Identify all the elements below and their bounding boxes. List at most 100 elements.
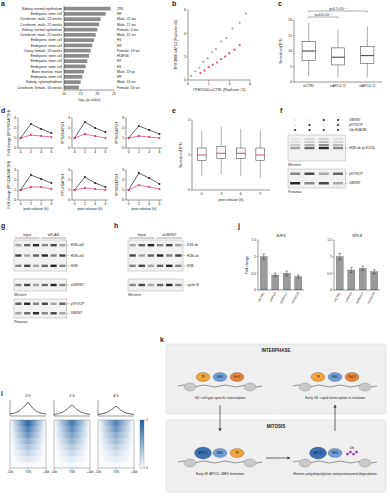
bar [336,257,343,290]
method-label: Western [128,293,141,297]
band-ladder [290,138,300,140]
y-tick [257,240,259,241]
bar [272,275,279,290]
band-label: H2B [187,264,194,268]
heatmap-cell [54,450,90,456]
y-tick [125,148,127,149]
band [42,284,48,286]
band [175,265,181,267]
category-label: Cerebrum, male, 22 weeks [20,33,62,37]
nucleosome [359,459,371,467]
y-tick-label: 5 [290,65,292,69]
marker [20,189,22,191]
band [51,303,57,305]
band [148,284,154,286]
heatmap-cell [54,420,90,426]
bar [64,28,97,32]
annotation: Male, 19 ys [117,70,135,74]
y-tick-label: 2 [188,118,190,122]
category-label: siCDC20 [366,291,376,304]
band-pointer [67,245,70,246]
y-tick [293,51,295,52]
x-tick-label: 0 [128,150,130,154]
line [75,122,106,138]
error-bar [361,266,364,271]
x-axis [258,290,304,291]
y-tick [187,33,189,34]
marker [94,127,96,129]
x-tick-label: 4 [94,202,96,206]
condition-label: UBXN7 [349,118,360,122]
point [212,64,214,66]
heatmap-cell [10,420,46,426]
band-label: p97/VCP [349,172,363,176]
chart-title: 0 h [25,394,30,398]
phase-box [166,344,386,414]
point [199,72,201,74]
y-tick-label: 2 [122,178,124,182]
band-ladder [304,144,314,146]
point [190,75,192,77]
annotation: H7 [117,59,122,63]
marker [148,136,150,138]
nucleosome [359,383,371,391]
plot-area [74,121,107,139]
x-tick-label: 4 [148,202,150,206]
line [54,405,90,415]
box [236,148,245,159]
heatmap-cell [98,456,134,462]
heatmap-cell [10,426,46,432]
band [33,254,39,256]
y-tick-label: 1 [14,188,16,192]
category-label: Cerebrum, male, 22 weeks [20,17,62,21]
y-tick-label: 2 [122,126,124,130]
band [15,312,21,314]
heatmap-frame [10,420,46,468]
x-tick-label: 6 [104,150,106,154]
point [220,40,222,42]
box [217,146,226,158]
median [236,153,245,154]
heatmap-cell [10,450,46,456]
y-tick-label: 3 [122,168,124,172]
point [194,70,196,72]
caption: Early G1: rapid transcription re-initiat… [305,396,365,400]
band [148,265,154,267]
band [175,284,181,286]
lane-dot [294,129,296,131]
y-tick [71,180,73,181]
phase-box [166,420,386,492]
band [24,265,30,267]
condition-label: p97/VCP [349,123,363,127]
category-label: siCTRL [333,291,342,302]
y-tick-label: 2 [184,55,186,59]
band-ladder [290,141,300,143]
band-label: cyclin B [187,283,199,287]
panel-label: j [237,222,240,230]
band-pointer [67,313,70,314]
lane-dot [308,124,310,126]
y-tick-label: 10 [288,49,292,53]
line [98,406,134,414]
band [157,265,163,267]
category-label: Kidney, normal epithelium [22,28,62,32]
complex [328,373,342,382]
node-label: Pol II [349,375,356,379]
y-axis [188,10,189,80]
plot-area [336,253,377,290]
panel-label: i [1,390,3,397]
y-tick [187,10,189,11]
band [15,265,21,267]
y-tick [191,155,193,156]
band-pointer [183,285,186,286]
bar [295,277,302,290]
marker [30,174,32,176]
category-label: 6 [240,192,242,196]
panel-label: e [172,107,176,114]
condition-label: Ub-H2A/2B [349,128,367,132]
y-axis [72,118,73,148]
y-tick [17,148,19,149]
band-pointer [345,173,348,174]
x-tick-label: 10 [62,92,66,96]
x-axis [126,200,162,201]
